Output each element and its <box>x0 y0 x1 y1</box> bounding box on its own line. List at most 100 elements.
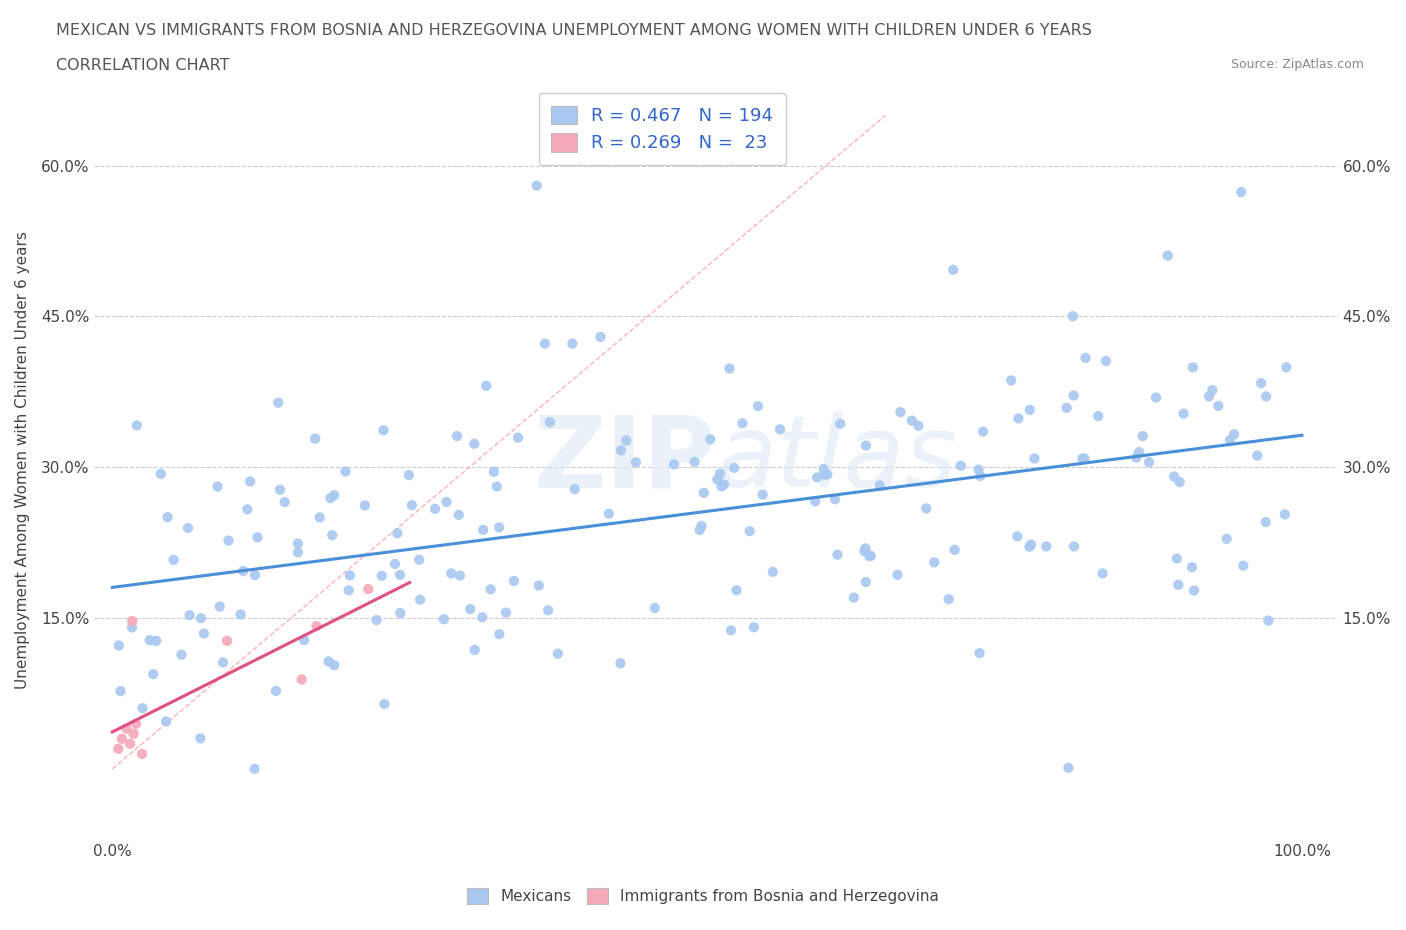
Text: MEXICAN VS IMMIGRANTS FROM BOSNIA AND HERZEGOVINA UNEMPLOYMENT AMONG WOMEN WITH : MEXICAN VS IMMIGRANTS FROM BOSNIA AND HE… <box>56 23 1092 38</box>
Point <box>1232 558 1254 573</box>
Point <box>215 633 238 648</box>
Point <box>614 433 637 448</box>
Point <box>699 432 721 446</box>
Point <box>824 492 846 507</box>
Point <box>538 415 561 430</box>
Point <box>212 655 235 670</box>
Point <box>373 423 395 438</box>
Point <box>472 523 495 538</box>
Point <box>287 545 309 560</box>
Point <box>858 549 880 564</box>
Point <box>436 495 458 510</box>
Point <box>1018 539 1040 554</box>
Point <box>125 716 148 731</box>
Point <box>762 565 785 579</box>
Point <box>208 599 231 614</box>
Point <box>827 547 849 562</box>
Point <box>243 762 266 777</box>
Text: atlas: atlas <box>716 411 957 508</box>
Point <box>1181 360 1204 375</box>
Point <box>598 506 620 521</box>
Point <box>373 697 395 711</box>
Point <box>323 487 346 502</box>
Point <box>723 460 745 475</box>
Point <box>218 533 240 548</box>
Point <box>122 726 145 741</box>
Point <box>319 491 342 506</box>
Point <box>389 605 412 620</box>
Point <box>1007 411 1029 426</box>
Point <box>1071 451 1094 466</box>
Point <box>855 575 877 590</box>
Point <box>1035 539 1057 554</box>
Point <box>339 568 361 583</box>
Point <box>969 645 991 660</box>
Point <box>901 413 924 428</box>
Point <box>624 455 647 470</box>
Point <box>177 521 200 536</box>
Point <box>859 549 882 564</box>
Point <box>769 422 792 437</box>
Point <box>193 626 215 641</box>
Point <box>308 510 330 525</box>
Point <box>108 638 131 653</box>
Point <box>1250 376 1272 391</box>
Point <box>869 478 891 493</box>
Point <box>207 479 229 494</box>
Legend: Mexicans, Immigrants from Bosnia and Herzegovina: Mexicans, Immigrants from Bosnia and Her… <box>457 879 949 913</box>
Point <box>855 438 877 453</box>
Point <box>1168 474 1191 489</box>
Point <box>1074 351 1097 365</box>
Point <box>1056 401 1078 416</box>
Point <box>915 501 938 516</box>
Point <box>485 479 508 494</box>
Point <box>409 592 432 607</box>
Point <box>1208 398 1230 413</box>
Point <box>747 399 769 414</box>
Point <box>713 477 735 492</box>
Point <box>155 714 177 729</box>
Point <box>1062 309 1084 324</box>
Point <box>1128 445 1150 459</box>
Point <box>1063 388 1085 403</box>
Point <box>401 498 423 512</box>
Point <box>440 566 463 581</box>
Point <box>131 747 153 762</box>
Point <box>751 487 773 502</box>
Point <box>142 667 165 682</box>
Point <box>482 464 505 479</box>
Point <box>1157 248 1180 263</box>
Point <box>107 741 129 756</box>
Point <box>323 658 346 672</box>
Point <box>1230 185 1253 200</box>
Point <box>1198 389 1220 404</box>
Point <box>526 179 548 193</box>
Point <box>1018 403 1040 418</box>
Point <box>1000 373 1022 388</box>
Point <box>357 581 380 596</box>
Point <box>813 467 835 482</box>
Point <box>922 555 945 570</box>
Point <box>1257 613 1279 628</box>
Point <box>503 574 526 589</box>
Point <box>690 518 713 533</box>
Point <box>229 607 252 622</box>
Point <box>447 508 470 523</box>
Point <box>131 701 153 716</box>
Point <box>337 583 360 598</box>
Point <box>1007 529 1029 544</box>
Point <box>156 510 179 525</box>
Point <box>125 418 148 432</box>
Point <box>243 567 266 582</box>
Point <box>236 502 259 517</box>
Point <box>287 536 309 551</box>
Point <box>387 525 409 540</box>
Point <box>246 530 269 545</box>
Point <box>464 643 486 658</box>
Point <box>907 418 929 433</box>
Text: ZIP: ZIP <box>533 411 716 508</box>
Point <box>179 607 201 622</box>
Point <box>842 591 865 605</box>
Point <box>709 466 731 481</box>
Point <box>1091 566 1114 581</box>
